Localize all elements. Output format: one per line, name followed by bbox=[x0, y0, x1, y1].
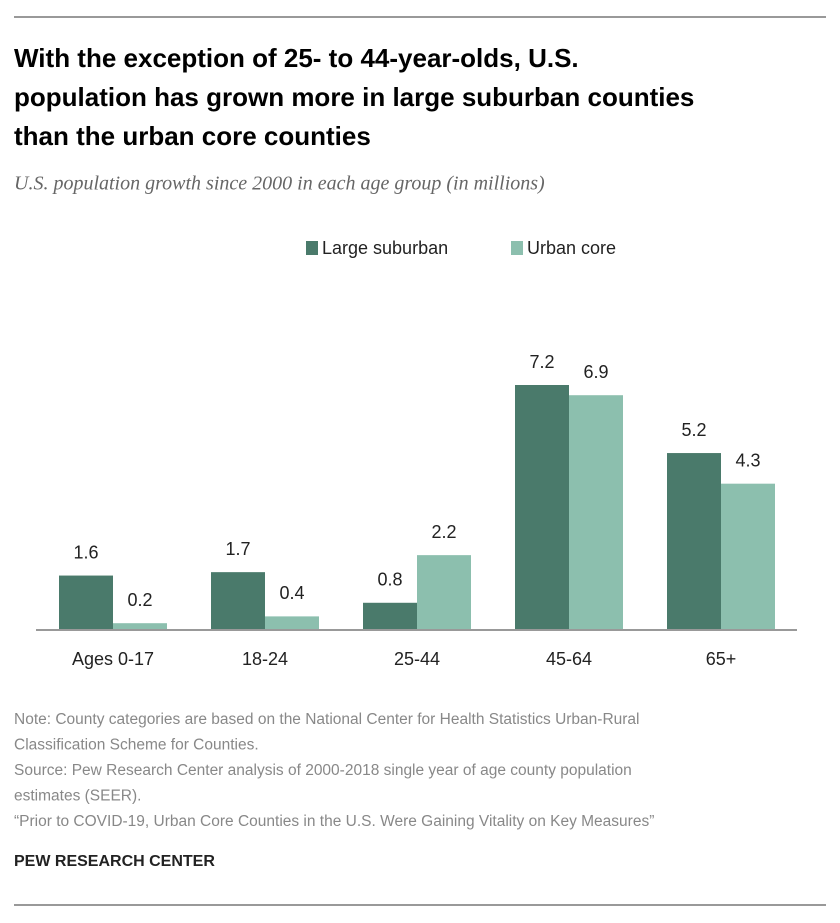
note: “Prior to COVID-19, Urban Core Counties … bbox=[14, 813, 654, 830]
bar bbox=[569, 395, 623, 630]
x-tick-label: 45-64 bbox=[546, 649, 592, 669]
value-label: 1.6 bbox=[73, 542, 98, 562]
legend-swatch bbox=[511, 241, 523, 255]
note: estimates (SEER). bbox=[14, 788, 141, 805]
x-tick-label: Ages 0-17 bbox=[72, 649, 154, 669]
bar bbox=[113, 623, 167, 630]
value-label: 0.4 bbox=[279, 583, 304, 603]
note: Source: Pew Research Center analysis of … bbox=[14, 762, 632, 779]
chart-title: With the exception of 25- to 44-year-old… bbox=[14, 43, 579, 73]
value-label: 1.7 bbox=[225, 539, 250, 559]
value-label: 6.9 bbox=[583, 362, 608, 382]
bar bbox=[667, 453, 721, 630]
value-label: 0.8 bbox=[377, 570, 402, 590]
x-tick-label: 25-44 bbox=[394, 649, 440, 669]
value-label: 5.2 bbox=[681, 420, 706, 440]
chart-title: than the urban core counties bbox=[14, 121, 371, 151]
bar bbox=[721, 483, 775, 630]
bar bbox=[363, 602, 417, 630]
legend-label: Urban core bbox=[527, 238, 616, 258]
bar bbox=[265, 616, 319, 630]
chart-title: population has grown more in large subur… bbox=[14, 82, 694, 112]
legend-label: Large suburban bbox=[322, 238, 448, 258]
value-label: 0.2 bbox=[127, 590, 152, 610]
bar bbox=[59, 575, 113, 630]
subtitle: U.S. population growth since 2000 in eac… bbox=[14, 173, 545, 195]
bar bbox=[211, 572, 265, 630]
value-label: 7.2 bbox=[529, 352, 554, 372]
bar bbox=[417, 555, 471, 630]
note: Classification Scheme for Counties. bbox=[14, 737, 259, 754]
x-tick-label: 65+ bbox=[706, 649, 737, 669]
value-label: 4.3 bbox=[735, 450, 760, 470]
legend-swatch bbox=[306, 241, 318, 255]
note: Note: County categories are based on the… bbox=[14, 711, 640, 728]
bar bbox=[515, 385, 569, 630]
x-tick-label: 18-24 bbox=[242, 649, 288, 669]
value-label: 2.2 bbox=[431, 522, 456, 542]
footer: PEW RESEARCH CENTER bbox=[14, 853, 215, 870]
